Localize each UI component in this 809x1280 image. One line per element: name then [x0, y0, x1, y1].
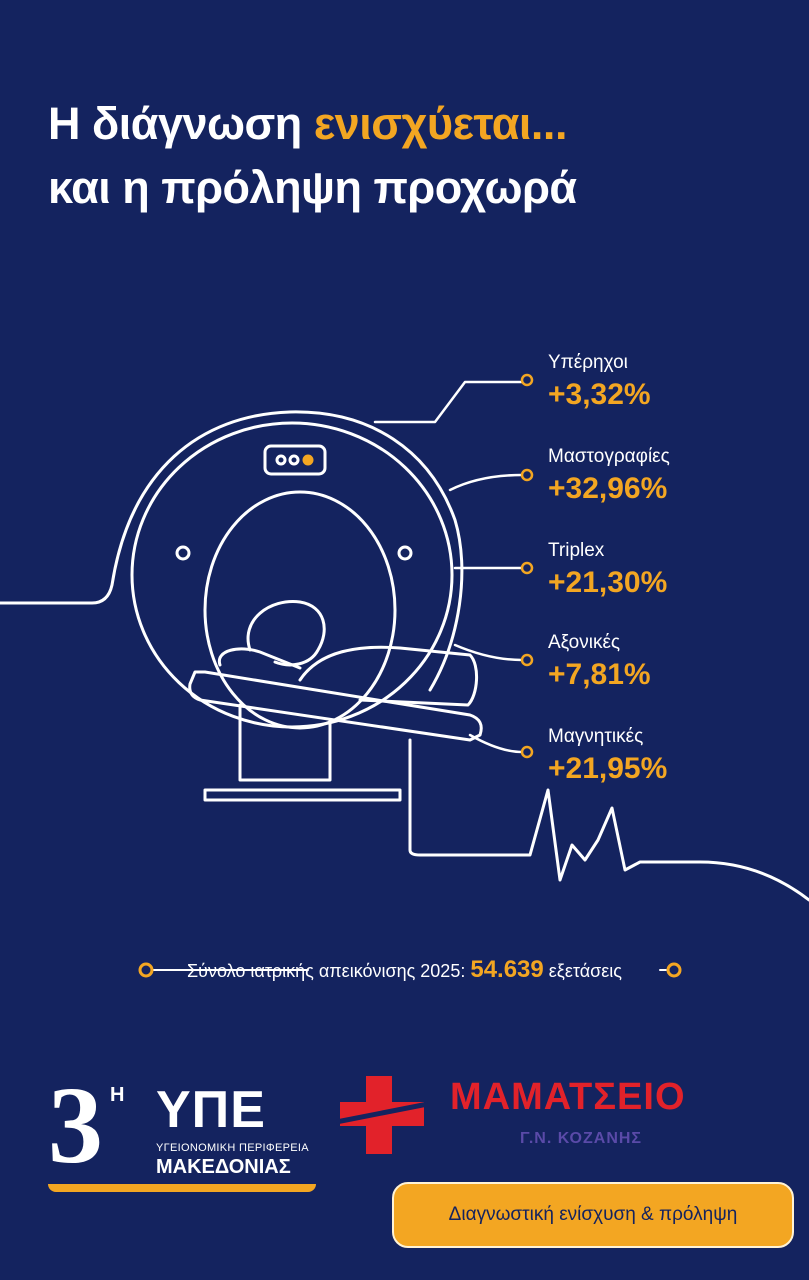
connector — [453, 643, 524, 662]
display-dot — [275, 454, 287, 466]
ype-logo: 3 Η ΥΠΕ ΥΓΕΙΟΝΟΜΙΚΗ ΠΕΡΙΦΕΡΕΙΑ ΜΑΚΕΔΟΝΙΑ… — [48, 1070, 318, 1200]
total-unit: εξετάσεις — [548, 961, 622, 981]
connector-dot — [520, 468, 534, 482]
ype-bar — [48, 1184, 316, 1192]
gantry-light — [175, 545, 191, 561]
title-text: Η διάγνωση — [48, 98, 302, 149]
connector-dot — [520, 745, 534, 759]
stat-label: Αξονικές — [548, 632, 621, 653]
display-dot — [302, 454, 314, 466]
connector-dot — [520, 561, 534, 575]
pillow — [217, 647, 302, 670]
title: Η διάγνωση ενισχύεται... και η πρόληψη π… — [48, 92, 577, 220]
patient-body — [298, 645, 478, 707]
connector — [373, 380, 524, 424]
stat-item: Υπέρηχοι +3,32% — [548, 352, 651, 412]
stat-value: +32,96% — [548, 472, 668, 505]
connector-dot — [520, 653, 534, 667]
stat-item: Αξονικές +7,81% — [548, 632, 651, 692]
connector — [468, 733, 524, 754]
display-dot — [288, 454, 300, 466]
total: Σύνολο ιατρικής απεικόνισης 2025: 54.639… — [0, 956, 809, 984]
cross-cut — [336, 1101, 428, 1125]
stat-label: Triplex — [548, 540, 605, 561]
stat-label: Υπέρηχοι — [548, 352, 628, 373]
ype-line2: ΜΑΚΕΔΟΝΙΑΣ — [156, 1156, 291, 1178]
hospital-cross — [336, 1076, 428, 1154]
stat-value: +21,30% — [548, 566, 668, 599]
title-line: Η διάγνωση ενισχύεται... — [48, 92, 577, 156]
stat-item: Μαγνητικές +21,95% — [548, 726, 667, 786]
stat-label: Μαγνητικές — [548, 726, 644, 747]
stat-value: +3,32% — [548, 378, 651, 411]
stat-value: +21,95% — [548, 752, 668, 785]
stat-label: Μαστογραφίες — [548, 446, 670, 467]
total-label: Σύνολο ιατρικής απεικόνισης 2025: — [187, 961, 466, 981]
display — [263, 444, 327, 476]
bed — [188, 670, 483, 742]
total-dot — [138, 962, 154, 978]
ype-line1: ΥΓΕΙΟΝΟΜΙΚΗ ΠΕΡΙΦΕΡΕΙΑ — [156, 1142, 309, 1154]
title-highlight: ενισχύεται... — [313, 98, 568, 149]
total-value: 54.639 — [470, 956, 544, 983]
gantry-ring — [130, 421, 454, 729]
ype-mark: 3 — [48, 1064, 103, 1186]
tagline: Διαγνωστική ενίσχυση & πρόληψη — [392, 1182, 794, 1248]
gantry-light — [397, 545, 413, 561]
connector-dot — [520, 373, 534, 387]
hospital-subtitle: Γ.Ν. ΚΟΖΑΝΗΣ — [519, 1130, 643, 1147]
total-dot — [666, 962, 682, 978]
ype-name: ΥΠΕ — [156, 1081, 266, 1139]
bed-base — [203, 703, 402, 802]
ype-superscript: Η — [110, 1084, 125, 1106]
connectors — [373, 380, 524, 754]
patient-head — [246, 600, 326, 667]
hospital-name: ΜΑΜΑΤΣΕΙΟ — [450, 1076, 686, 1118]
stat-value: +7,81% — [548, 658, 651, 691]
title-line: και η πρόληψη προχωρά — [48, 162, 577, 213]
ecg-line — [408, 738, 809, 902]
connector — [448, 473, 524, 492]
stat-item: Triplex +21,30% — [548, 540, 667, 600]
gantry-bore — [203, 490, 397, 730]
stat-item: Μαστογραφίες +32,96% — [548, 446, 670, 506]
